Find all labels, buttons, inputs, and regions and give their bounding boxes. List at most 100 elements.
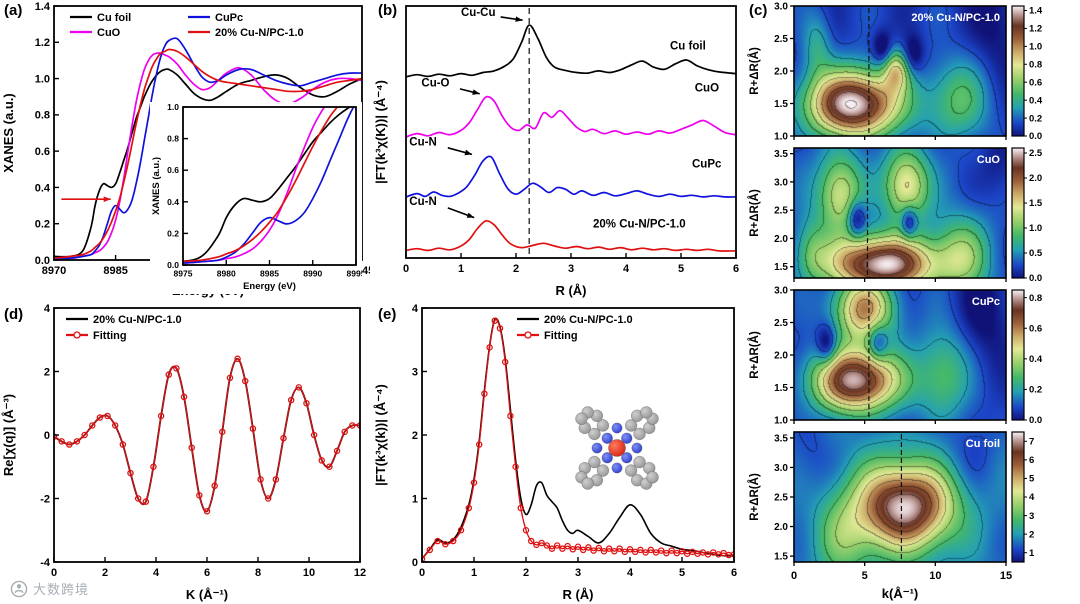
svg-text:1: 1	[1029, 548, 1035, 559]
svg-text:15: 15	[1000, 570, 1012, 582]
svg-text:20% Cu-N/PC-1.0: 20% Cu-N/PC-1.0	[593, 218, 686, 230]
svg-text:0.2: 0.2	[167, 228, 179, 238]
svg-text:1: 1	[412, 493, 418, 505]
svg-text:3.0: 3.0	[774, 463, 788, 474]
panel-label-d: (d)	[4, 306, 24, 323]
svg-text:5: 5	[1029, 474, 1035, 485]
svg-text:R (Å): R (Å)	[562, 587, 593, 602]
svg-text:3: 3	[1029, 511, 1034, 522]
svg-text:5: 5	[678, 263, 684, 275]
svg-text:CuO: CuO	[977, 154, 1001, 166]
svg-text:5: 5	[862, 570, 868, 582]
svg-text:5: 5	[679, 567, 685, 579]
svg-text:3: 3	[568, 263, 574, 275]
svg-text:0: 0	[419, 567, 425, 579]
svg-text:0.6: 0.6	[35, 146, 50, 158]
svg-text:3.5: 3.5	[774, 433, 788, 444]
svg-text:1.5: 1.5	[774, 383, 788, 394]
svg-text:R+ΔR(Å): R+ΔR(Å)	[748, 47, 761, 95]
svg-text:K (Å⁻¹): K (Å⁻¹)	[186, 587, 228, 602]
svg-text:Cu-O: Cu-O	[421, 78, 449, 90]
svg-text:2.5: 2.5	[774, 34, 788, 45]
panel-label-a: (a)	[4, 2, 23, 19]
svg-text:1.5: 1.5	[1029, 198, 1043, 209]
svg-text:Cu foil: Cu foil	[97, 12, 131, 24]
svg-text:1.4: 1.4	[1029, 6, 1043, 17]
svg-text:2: 2	[1029, 529, 1034, 540]
svg-text:1.4: 1.4	[35, 1, 51, 13]
panel-label-b: (b)	[378, 2, 398, 19]
svg-text:2.5: 2.5	[774, 493, 788, 504]
svg-text:XANES (a.u.): XANES (a.u.)	[1, 93, 16, 172]
svg-text:20% Cu-N/PC-1.0: 20% Cu-N/PC-1.0	[544, 314, 633, 326]
panel-label-e: (e)	[378, 306, 397, 323]
svg-text:1.2: 1.2	[35, 37, 50, 49]
svg-text:2.5: 2.5	[774, 318, 788, 329]
svg-text:4: 4	[412, 303, 419, 315]
panel-c-wavelet-transform-maps: 20% Cu-N/PC-1.0 1.0 1.5 2.0 2.5 3.0 R+ΔR(Å) 1.4…	[746, 0, 1080, 604]
svg-text:8980: 8980	[217, 269, 236, 279]
watermark-logo-icon	[10, 580, 28, 597]
svg-text:3.5: 3.5	[774, 149, 788, 160]
svg-text:0.0: 0.0	[35, 255, 50, 267]
svg-text:4: 4	[623, 263, 630, 275]
svg-text:1.0: 1.0	[167, 102, 179, 112]
svg-text:8995: 8995	[347, 269, 362, 279]
svg-text:0.5: 0.5	[1029, 248, 1043, 259]
svg-text:|FT(k³χ(K))| (Å⁻⁴): |FT(k³χ(K))| (Å⁻⁴)	[373, 80, 388, 184]
svg-text:0.2: 0.2	[1029, 113, 1042, 124]
svg-text:R+ΔR(Å): R+ΔR(Å)	[748, 473, 761, 521]
svg-text:1.5: 1.5	[774, 552, 788, 563]
svg-text:10: 10	[929, 570, 941, 582]
svg-text:2.0: 2.0	[1029, 173, 1042, 184]
svg-text:0.4: 0.4	[35, 182, 51, 194]
svg-text:8990: 8990	[303, 269, 322, 279]
svg-text:20% Cu-N/PC-1.0: 20% Cu-N/PC-1.0	[911, 12, 1000, 24]
svg-text:2: 2	[523, 567, 529, 579]
svg-text:4: 4	[1029, 492, 1035, 503]
svg-text:CuO: CuO	[695, 83, 719, 95]
svg-text:1.0: 1.0	[1029, 223, 1042, 234]
svg-text:0.6: 0.6	[1029, 77, 1042, 88]
svg-text:CuPc: CuPc	[215, 12, 243, 24]
svg-text:0: 0	[51, 567, 57, 579]
svg-text:Cu-Cu: Cu-Cu	[461, 7, 496, 19]
svg-text:R (Å): R (Å)	[555, 283, 586, 298]
svg-text:-4: -4	[40, 557, 51, 569]
svg-text:3: 3	[412, 366, 418, 378]
svg-text:2.0: 2.0	[774, 234, 788, 245]
svg-text:0.2: 0.2	[1029, 385, 1042, 396]
svg-text:XANES (a.u.): XANES (a.u.)	[151, 157, 162, 215]
svg-text:1.2: 1.2	[1029, 24, 1042, 35]
svg-text:2: 2	[44, 366, 50, 378]
svg-text:3: 3	[575, 567, 581, 579]
svg-text:R+ΔR(Å): R+ΔR(Å)	[748, 331, 761, 379]
svg-text:R+ΔR(Å): R+ΔR(Å)	[748, 189, 761, 237]
panel-a-inset-chart: 8975 8980 8985 8990 8995 0.0 0.2 0.4 0.6 0.8 1.0 En…	[150, 102, 362, 294]
svg-text:6: 6	[731, 567, 737, 579]
svg-text:0.0: 0.0	[1029, 131, 1042, 142]
svg-text:0: 0	[412, 557, 418, 569]
svg-text:2.5: 2.5	[774, 206, 788, 217]
svg-text:12: 12	[354, 567, 366, 579]
svg-text:0.8: 0.8	[35, 110, 50, 122]
svg-text:0.0: 0.0	[1029, 273, 1042, 284]
watermark-text: 大数跨境	[33, 582, 90, 597]
svg-text:2.0: 2.0	[774, 351, 788, 362]
svg-text:3.0: 3.0	[774, 286, 788, 297]
svg-text:1.5: 1.5	[774, 262, 788, 273]
svg-text:8975: 8975	[174, 269, 193, 279]
svg-text:20% Cu-N/PC-1.0: 20% Cu-N/PC-1.0	[215, 27, 304, 39]
svg-text:1.0: 1.0	[1029, 42, 1042, 53]
svg-text:0.8: 0.8	[1029, 293, 1042, 304]
svg-text:k(Å⁻¹): k(Å⁻¹)	[882, 586, 918, 601]
svg-text:1: 1	[471, 567, 477, 579]
svg-text:4: 4	[153, 567, 160, 579]
svg-text:2: 2	[513, 263, 519, 275]
svg-text:Cu foil: Cu foil	[966, 438, 1000, 450]
svg-text:10: 10	[303, 567, 315, 579]
svg-text:0.8: 0.8	[1029, 59, 1042, 70]
svg-text:6: 6	[1029, 455, 1034, 466]
svg-text:Cu-N: Cu-N	[409, 137, 436, 149]
svg-text:3.0: 3.0	[774, 2, 788, 13]
